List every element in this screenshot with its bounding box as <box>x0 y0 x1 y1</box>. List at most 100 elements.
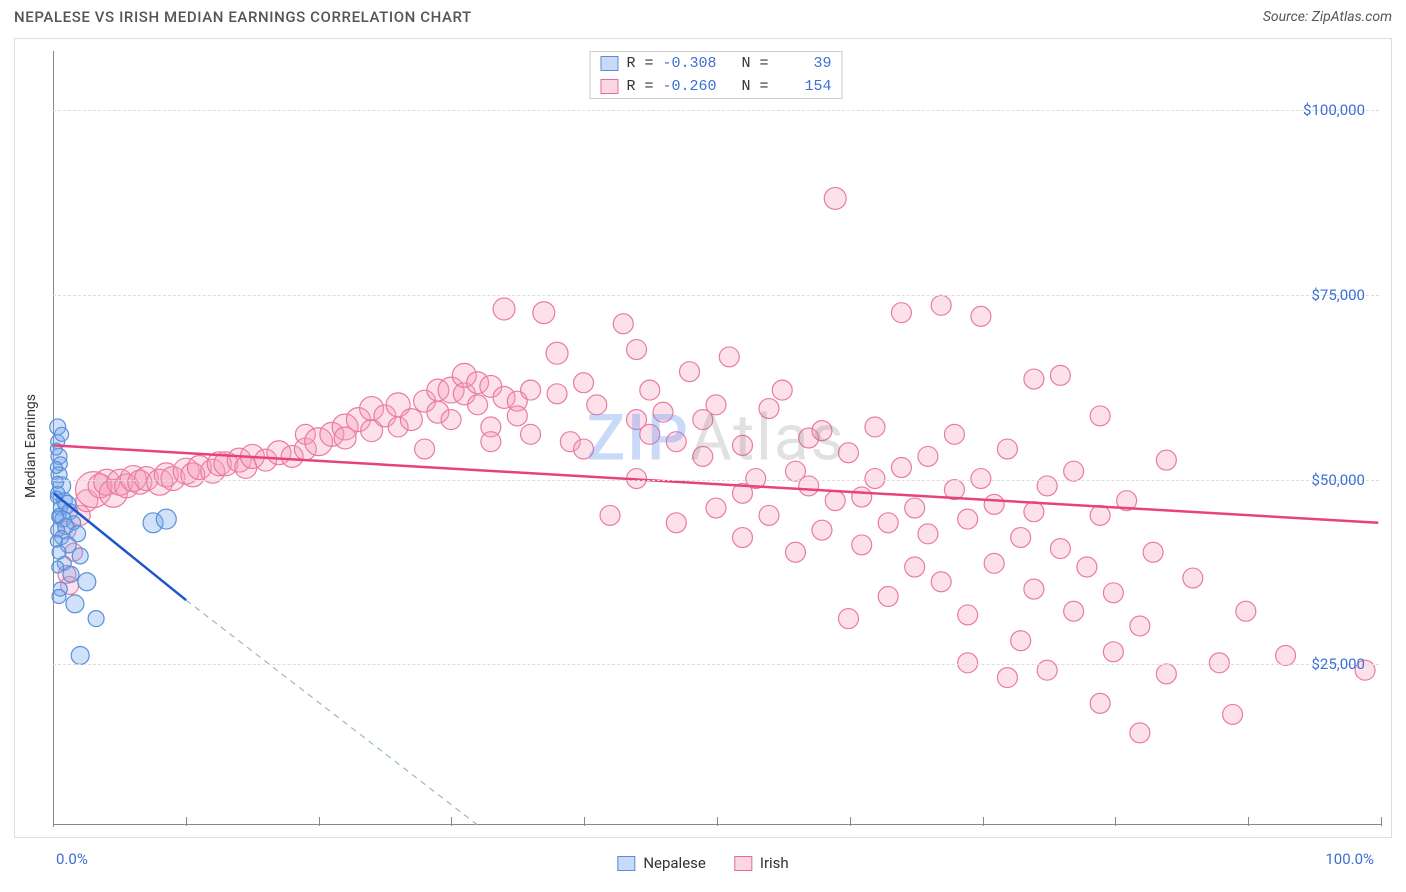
data-point <box>52 561 64 573</box>
data-point <box>1090 693 1110 713</box>
data-point <box>574 373 594 393</box>
x-tick <box>53 817 54 826</box>
data-point <box>1064 601 1084 621</box>
trend-line-nepalese-ext <box>186 600 477 825</box>
swatch-pink-icon <box>600 79 618 94</box>
data-point <box>878 513 898 533</box>
data-point <box>997 668 1017 688</box>
data-point <box>521 380 541 400</box>
data-point <box>733 435 753 455</box>
data-point <box>1130 616 1150 636</box>
data-point <box>905 557 925 577</box>
data-point <box>63 566 79 582</box>
legend-item-irish: Irish <box>734 854 789 872</box>
data-point <box>481 432 501 452</box>
data-point <box>1090 406 1110 426</box>
grid-line <box>53 664 1379 665</box>
data-point <box>838 443 858 463</box>
plot-area: R = -0.308 N = 39 R = -0.260 N = 154 ZIP… <box>53 51 1379 825</box>
data-point <box>1236 601 1256 621</box>
data-point <box>52 590 66 604</box>
data-point <box>891 303 911 323</box>
x-tick-min: 0.0% <box>56 850 88 868</box>
r-label: R = <box>626 78 653 95</box>
data-point <box>825 491 845 511</box>
data-point <box>66 595 84 613</box>
source-label: Source: ZipAtlas.com <box>1263 9 1392 25</box>
legend-label: Irish <box>760 854 789 872</box>
data-point <box>653 402 673 422</box>
legend-stats-row-nepalese: R = -0.308 N = 39 <box>590 52 841 75</box>
r-label: R = <box>626 55 653 72</box>
data-point <box>1050 365 1070 385</box>
data-point <box>878 587 898 607</box>
data-point <box>1037 660 1057 680</box>
data-point <box>600 505 620 525</box>
data-point <box>706 498 726 518</box>
data-point <box>52 476 64 488</box>
data-point <box>507 406 527 426</box>
data-point <box>493 298 515 320</box>
data-point <box>838 609 858 629</box>
data-point <box>1011 631 1031 651</box>
y-tick-label: $75,000 <box>1311 286 1365 304</box>
y-tick-label: $50,000 <box>1311 471 1365 489</box>
data-point <box>627 340 647 360</box>
data-point <box>1103 583 1123 603</box>
data-point <box>958 605 978 625</box>
data-point <box>786 542 806 562</box>
data-point <box>1024 502 1044 522</box>
data-point <box>1024 369 1044 389</box>
data-point <box>50 462 62 474</box>
r-value: -0.260 <box>661 78 716 95</box>
data-point <box>984 553 1004 573</box>
data-point <box>984 494 1004 514</box>
legend-label: Nepalese <box>643 854 706 872</box>
data-point <box>759 505 779 525</box>
x-tick <box>850 817 851 826</box>
legend-stats: R = -0.308 N = 39 R = -0.260 N = 154 <box>589 51 842 99</box>
swatch-blue-icon <box>600 56 618 71</box>
data-point <box>824 187 846 209</box>
data-point <box>944 424 964 444</box>
data-point <box>958 653 978 673</box>
data-point <box>1077 557 1097 577</box>
data-point <box>72 548 88 564</box>
data-point <box>88 611 104 627</box>
data-point <box>1223 704 1243 724</box>
chart-container: Median Earnings R = -0.308 N = 39 R = -0… <box>14 38 1392 838</box>
x-tick-max: 100.0% <box>1325 850 1374 868</box>
data-point <box>50 535 62 547</box>
y-tick-label: $25,000 <box>1311 655 1365 673</box>
x-tick <box>319 817 320 826</box>
legend-series: Nepalese Irish <box>617 854 788 872</box>
data-point <box>891 458 911 478</box>
data-point <box>78 573 96 591</box>
data-point <box>400 409 422 431</box>
data-point <box>1143 542 1163 562</box>
swatch-pink-icon <box>734 856 752 871</box>
x-tick <box>1381 817 1382 826</box>
data-point <box>533 302 555 324</box>
data-point <box>865 417 885 437</box>
data-point <box>441 410 461 430</box>
data-point <box>1024 579 1044 599</box>
data-point <box>415 439 435 459</box>
chart-title: NEPALESE VS IRISH MEDIAN EARNINGS CORREL… <box>14 8 472 26</box>
legend-item-nepalese: Nepalese <box>617 854 706 872</box>
data-point <box>918 524 938 544</box>
data-point <box>971 469 991 489</box>
data-point <box>680 362 700 382</box>
n-value: 39 <box>777 55 832 72</box>
data-point <box>640 380 660 400</box>
x-tick <box>717 817 718 826</box>
y-tick-label: $100,000 <box>1303 101 1365 119</box>
grid-line <box>53 295 1379 296</box>
data-point <box>666 513 686 533</box>
data-point <box>997 439 1017 459</box>
data-point <box>547 384 567 404</box>
data-point <box>1050 539 1070 559</box>
x-tick <box>983 817 984 826</box>
grid-line <box>53 110 1379 111</box>
data-point <box>71 646 89 664</box>
